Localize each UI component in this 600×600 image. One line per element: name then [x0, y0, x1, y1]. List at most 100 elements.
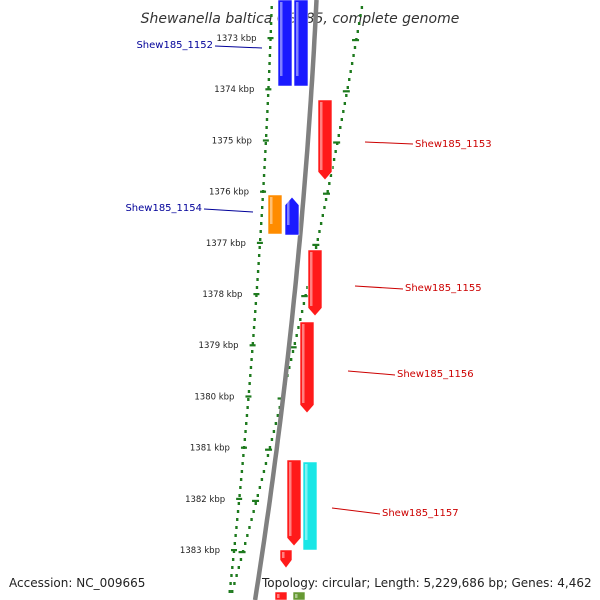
gene-arrow	[284, 196, 300, 236]
inner-ring-dot	[249, 366, 253, 369]
inner-ring-dot	[238, 494, 241, 497]
inner-ring-dot	[232, 550, 236, 553]
tick-mark	[262, 139, 269, 142]
inner-ring-dot	[247, 390, 251, 393]
inner-ring-dot	[251, 342, 255, 345]
gene-arrow-body	[293, 0, 309, 87]
inner-ring-dot	[264, 150, 267, 153]
inner-ring-dot	[269, 30, 273, 33]
inner-ring-dot	[251, 350, 254, 353]
outer-ring-dot	[270, 438, 274, 441]
outer-ring-dot	[328, 182, 331, 185]
inner-ring-dot	[269, 46, 272, 49]
gene-label: Shew185_1155	[405, 283, 482, 294]
outer-ring-dot	[349, 70, 352, 73]
inner-ring-dot	[239, 478, 243, 481]
outer-tick	[252, 499, 260, 502]
outer-ring-dot	[299, 318, 302, 321]
inner-ring-dot	[269, 22, 273, 25]
label-leader-line	[203, 208, 254, 213]
inner-ring-dot	[255, 286, 259, 289]
gene-arrow-body	[317, 99, 333, 181]
gene-arrow-body	[292, 591, 306, 600]
gene-arrow-body	[274, 591, 288, 600]
outer-ring-dot	[340, 118, 344, 121]
gene-highlight	[289, 462, 292, 536]
outer-ring-dot	[233, 582, 236, 585]
inner-ring-dot	[261, 206, 264, 209]
outer-ring-dot	[274, 422, 278, 425]
gene-label: Shew185_1157	[382, 508, 459, 519]
outer-tick	[352, 39, 360, 42]
outer-ring-dot	[272, 430, 276, 433]
tick-mark	[256, 241, 263, 244]
inner-ring-dot	[259, 238, 262, 241]
gene-labels: Shew185_1152 Shew185_1153 Shew185_1154 Shew…	[125, 40, 491, 519]
outer-ring-dot	[332, 158, 336, 161]
inner-ring-dot	[244, 430, 247, 433]
inner-ring-dot	[228, 590, 231, 593]
inner-ring-dot	[265, 118, 269, 121]
outer-ring-dot	[323, 206, 326, 209]
gene-arrow	[307, 249, 323, 317]
inner-ring-dot	[233, 542, 237, 545]
label-leader-line	[364, 141, 414, 145]
tick-label: 1378 kbp	[202, 290, 242, 300]
outer-ring-dot	[231, 590, 234, 593]
inner-ring-dot	[231, 558, 235, 561]
tick-mark	[253, 293, 260, 296]
outer-ring-dot	[300, 310, 304, 313]
tick-label: 1380 kbp	[194, 392, 234, 402]
inner-ring-dot	[247, 398, 250, 401]
outer-tick	[333, 141, 341, 144]
outer-ring-dot	[252, 510, 255, 513]
inner-ring-dot	[254, 310, 257, 313]
inner-ring-dot	[253, 318, 256, 321]
inner-ring-dot	[262, 174, 266, 177]
inner-ring-dot	[260, 222, 263, 225]
outer-ring-dot	[254, 502, 257, 505]
inner-ring-dot	[266, 94, 270, 97]
inner-ring-dot	[270, 14, 273, 17]
inner-ring-dot	[265, 126, 268, 129]
outer-ring-dot	[297, 326, 300, 329]
outer-ring-dot	[248, 526, 251, 529]
outer-ring-dot	[348, 78, 351, 81]
inner-ring-dot	[269, 38, 272, 41]
gene-arrow	[279, 549, 293, 569]
outer-ring-dot	[346, 86, 349, 89]
gene-arrow	[317, 99, 333, 181]
gene-arrow	[292, 591, 306, 600]
gene-highlight	[305, 464, 308, 540]
outer-ring-dot	[343, 102, 347, 105]
outer-ring-dot	[266, 454, 270, 457]
outer-ring-dot	[264, 462, 268, 465]
gene-arrow-body	[299, 321, 315, 414]
outer-ring-dot	[342, 110, 345, 113]
inner-ring-dot	[266, 102, 269, 105]
outer-ring-dot	[360, 6, 364, 9]
gene-arrow-body	[277, 0, 293, 87]
tick-mark	[249, 344, 256, 347]
outer-ring-dot	[262, 470, 266, 473]
tick-label: 1382 kbp	[185, 495, 225, 505]
inner-ring-dot	[236, 510, 240, 513]
inner-ring-dot	[261, 198, 264, 201]
inner-ring-dot	[255, 294, 258, 297]
outer-ring-dot	[288, 366, 291, 369]
label-leader-line	[347, 370, 396, 376]
inner-ring-dot	[268, 70, 271, 73]
tick-label: 1375 kbp	[212, 136, 252, 146]
gene-label: Shew185_1156	[397, 369, 474, 380]
outer-ring-dot	[352, 54, 355, 57]
gene-highlight	[277, 594, 280, 598]
outer-tick	[312, 243, 320, 246]
outer-ring-dot	[350, 62, 354, 65]
gene-arrow-body	[267, 194, 283, 235]
outer-tick	[342, 90, 350, 93]
inner-ring-dot	[250, 358, 253, 361]
inner-ring-dot	[256, 270, 260, 273]
inner-ring-dot	[267, 86, 270, 89]
tick-label: 1377 kbp	[206, 239, 246, 249]
outer-ring-dot	[326, 190, 329, 193]
